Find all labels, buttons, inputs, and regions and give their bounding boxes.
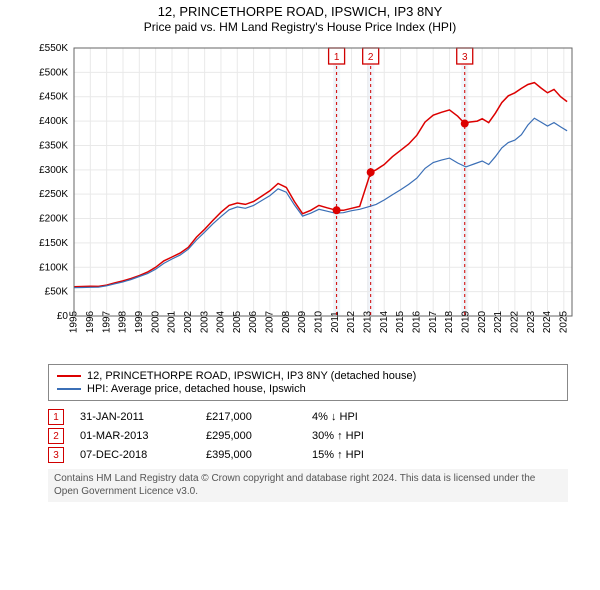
svg-text:2016: 2016 xyxy=(412,310,423,333)
svg-text:£150K: £150K xyxy=(39,238,68,249)
svg-text:£0: £0 xyxy=(57,311,69,322)
svg-text:£400K: £400K xyxy=(39,116,68,127)
svg-text:2005: 2005 xyxy=(232,310,243,333)
sale-date-3: 07-DEC-2018 xyxy=(80,449,190,461)
svg-text:2010: 2010 xyxy=(314,310,325,333)
svg-text:2014: 2014 xyxy=(379,310,390,333)
title-address: 12, PRINCETHORPE ROAD, IPSWICH, IP3 8NY xyxy=(0,4,600,19)
svg-text:2013: 2013 xyxy=(363,310,374,333)
svg-text:1996: 1996 xyxy=(85,310,96,333)
svg-text:£300K: £300K xyxy=(39,165,68,176)
legend-row-hpi: HPI: Average price, detached house, Ipsw… xyxy=(57,383,559,395)
sale-diff-2: 30% ↑ HPI xyxy=(312,430,402,442)
sale-row-2: 2 01-MAR-2013 £295,000 30% ↑ HPI xyxy=(48,428,568,444)
svg-text:£350K: £350K xyxy=(39,140,68,151)
legend-label-property: 12, PRINCETHORPE ROAD, IPSWICH, IP3 8NY … xyxy=(87,370,416,382)
svg-text:£550K: £550K xyxy=(39,43,68,54)
svg-text:2015: 2015 xyxy=(395,310,406,333)
svg-text:2: 2 xyxy=(368,52,374,63)
svg-text:2007: 2007 xyxy=(265,310,276,333)
chart: £0 £50K £100K £150K £200K £250K £300K £350K £400… xyxy=(0,38,600,358)
svg-text:£50K: £50K xyxy=(45,287,69,298)
sale-diff-3: 15% ↑ HPI xyxy=(312,449,402,461)
svg-text:2018: 2018 xyxy=(444,310,455,333)
svg-text:2024: 2024 xyxy=(542,310,553,333)
sale-row-1: 1 31-JAN-2011 £217,000 4% ↓ HPI xyxy=(48,409,568,425)
svg-text:£450K: £450K xyxy=(39,92,68,103)
sale-price-3: £395,000 xyxy=(206,449,296,461)
sale-row-3: 3 07-DEC-2018 £395,000 15% ↑ HPI xyxy=(48,447,568,463)
footnote: Contains HM Land Registry data © Crown c… xyxy=(48,469,568,502)
legend: 12, PRINCETHORPE ROAD, IPSWICH, IP3 8NY … xyxy=(48,364,568,401)
svg-text:£200K: £200K xyxy=(39,214,68,225)
svg-text:2019: 2019 xyxy=(461,310,472,333)
sale-badge-3: 3 xyxy=(48,447,64,463)
svg-text:2023: 2023 xyxy=(526,310,537,333)
title-block: 12, PRINCETHORPE ROAD, IPSWICH, IP3 8NY … xyxy=(0,0,600,34)
svg-text:1997: 1997 xyxy=(101,310,112,333)
legend-label-hpi: HPI: Average price, detached house, Ipsw… xyxy=(87,383,306,395)
svg-text:2000: 2000 xyxy=(150,310,161,333)
legend-swatch-hpi xyxy=(57,388,81,390)
svg-text:2025: 2025 xyxy=(558,310,569,333)
title-subtitle: Price paid vs. HM Land Registry's House … xyxy=(0,20,600,34)
sale-badge-1: 1 xyxy=(48,409,64,425)
svg-text:£100K: £100K xyxy=(39,262,68,273)
svg-text:1998: 1998 xyxy=(118,310,129,333)
sale-date-1: 31-JAN-2011 xyxy=(80,411,190,423)
svg-text:£250K: £250K xyxy=(39,189,68,200)
svg-text:2004: 2004 xyxy=(216,310,227,333)
sales-table: 1 31-JAN-2011 £217,000 4% ↓ HPI 2 01-MAR… xyxy=(48,409,568,463)
sale-diff-1: 4% ↓ HPI xyxy=(312,411,402,423)
svg-text:1999: 1999 xyxy=(134,310,145,333)
svg-text:2011: 2011 xyxy=(330,311,341,333)
svg-text:2012: 2012 xyxy=(346,310,357,333)
sale-badge-2: 2 xyxy=(48,428,64,444)
svg-text:£500K: £500K xyxy=(39,67,68,78)
legend-row-property: 12, PRINCETHORPE ROAD, IPSWICH, IP3 8NY … xyxy=(57,370,559,382)
svg-text:2003: 2003 xyxy=(199,310,210,333)
sale-price-1: £217,000 xyxy=(206,411,296,423)
svg-text:2008: 2008 xyxy=(281,310,292,333)
svg-text:2001: 2001 xyxy=(167,310,178,333)
svg-text:1: 1 xyxy=(334,52,340,63)
sale-date-2: 01-MAR-2013 xyxy=(80,430,190,442)
svg-text:3: 3 xyxy=(462,52,468,63)
svg-text:2021: 2021 xyxy=(493,310,504,333)
svg-text:2022: 2022 xyxy=(509,310,520,333)
svg-text:2020: 2020 xyxy=(477,310,488,333)
svg-text:2006: 2006 xyxy=(248,310,259,333)
chart-svg: £0 £50K £100K £150K £200K £250K £300K £350K £400… xyxy=(20,38,580,358)
svg-text:2009: 2009 xyxy=(297,310,308,333)
sale-price-2: £295,000 xyxy=(206,430,296,442)
svg-text:2002: 2002 xyxy=(183,310,194,333)
svg-text:2017: 2017 xyxy=(428,310,439,333)
legend-swatch-property xyxy=(57,375,81,377)
